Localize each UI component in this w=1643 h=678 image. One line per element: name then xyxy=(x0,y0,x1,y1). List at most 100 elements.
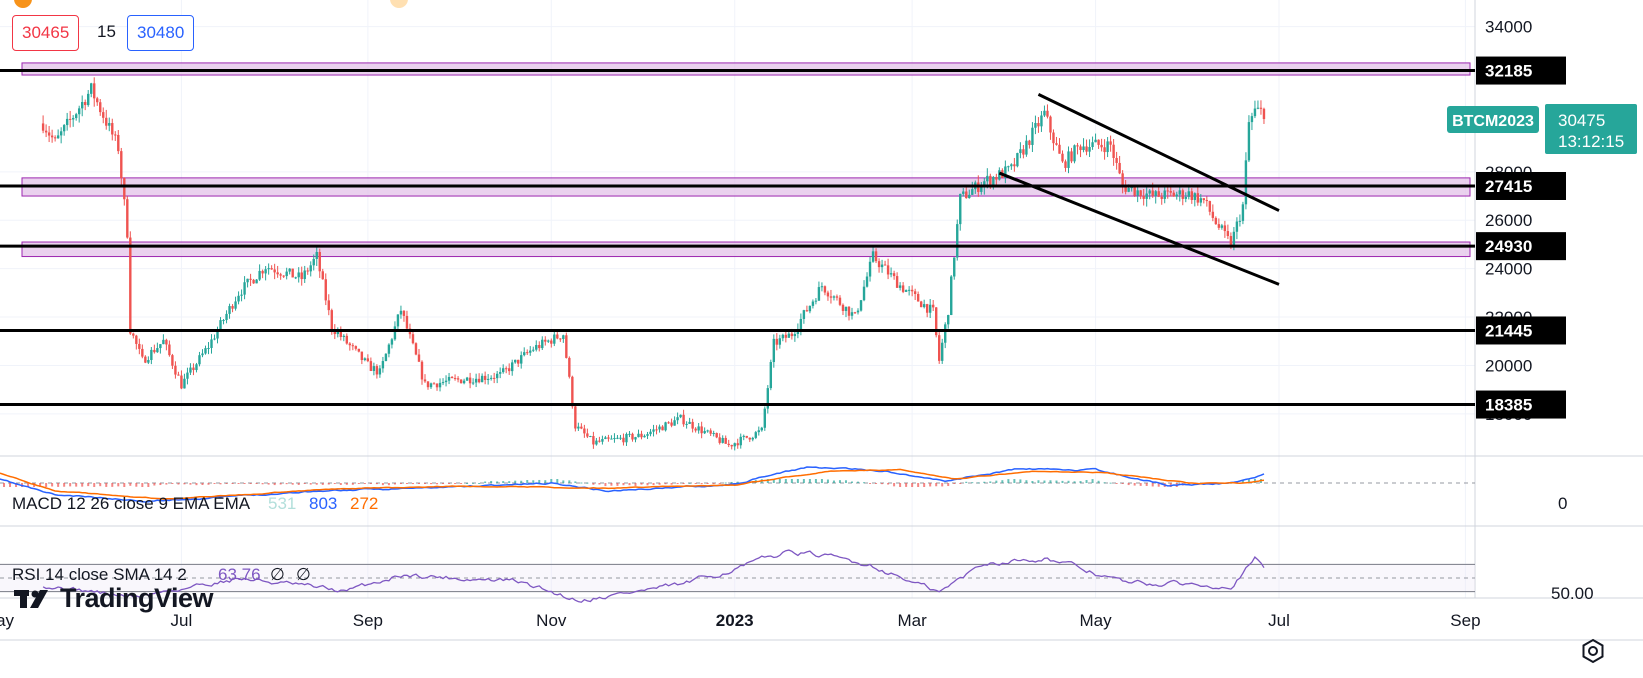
candle-body xyxy=(138,343,141,349)
macd-histogram-bar xyxy=(1085,480,1088,483)
level-tag xyxy=(1476,316,1566,345)
candle-body xyxy=(198,355,201,365)
candle-body xyxy=(1157,191,1160,197)
candle-body xyxy=(339,331,343,337)
macd-histogram-bar xyxy=(466,482,469,484)
candle-body xyxy=(47,132,51,136)
macd-histogram-bar xyxy=(538,479,541,483)
candle-body xyxy=(1046,110,1049,117)
candle-body xyxy=(1175,194,1178,197)
candle-body xyxy=(1031,127,1034,145)
candle-body xyxy=(144,356,147,363)
macd-histogram-bar xyxy=(442,483,445,484)
macd-histogram-bar xyxy=(63,483,66,487)
macd-histogram-bar xyxy=(1115,483,1118,484)
candle-body xyxy=(754,432,757,438)
candle-body xyxy=(724,437,727,444)
time-tick-label: May xyxy=(1080,611,1113,630)
candle-body xyxy=(1190,191,1193,200)
candle-body xyxy=(535,345,538,350)
candle-body xyxy=(947,315,950,325)
candle-body xyxy=(342,335,346,337)
trendlines[interactable] xyxy=(998,93,1280,286)
candle-body xyxy=(835,296,839,298)
candle-body xyxy=(255,279,258,284)
macd-histogram-bar xyxy=(460,483,463,484)
candle-body xyxy=(312,258,315,266)
candle-body xyxy=(706,430,709,432)
candle-body xyxy=(694,428,697,431)
candle-body xyxy=(913,291,917,294)
time-axis[interactable]: May Jul Sep Nov 2023 Mar May Jul Sep xyxy=(0,611,1481,630)
candle-body xyxy=(324,279,327,301)
rsi-label: RSI 14 close SMA 14 2 xyxy=(12,565,187,584)
candle-body xyxy=(1166,190,1169,192)
symbol-tag[interactable]: BTCM2023 xyxy=(1447,106,1539,133)
candlestick-series xyxy=(41,77,1266,451)
candle-body xyxy=(1070,151,1073,162)
macd-histogram-bar xyxy=(417,483,420,484)
candle-body xyxy=(1004,166,1007,178)
macd-histogram-bar xyxy=(995,480,998,483)
candle-body xyxy=(625,433,628,443)
candle-body xyxy=(1103,147,1106,153)
candle-body xyxy=(1163,190,1166,199)
buy-price-button[interactable]: 30480 xyxy=(127,15,195,51)
settings-icon[interactable] xyxy=(1580,638,1606,664)
candle-body xyxy=(622,437,625,443)
candle-body xyxy=(270,268,273,270)
candle-body xyxy=(141,348,144,357)
candle-body xyxy=(165,339,168,345)
macd-histogram-bar xyxy=(219,483,222,485)
candle-body xyxy=(1130,187,1133,189)
candle-body xyxy=(50,135,54,138)
candle-body xyxy=(808,305,812,312)
candle-body xyxy=(670,422,673,426)
candle-body xyxy=(357,348,361,352)
price-zone[interactable] xyxy=(21,241,1471,258)
sell-price-button[interactable]: 30465 xyxy=(12,15,80,51)
candle-body xyxy=(832,296,836,298)
candle-body xyxy=(186,372,189,379)
candle-body xyxy=(147,360,150,363)
macd-histogram-bar xyxy=(628,483,631,486)
macd-histogram-bar xyxy=(303,483,306,484)
candle-body xyxy=(330,310,333,330)
candle-body xyxy=(523,352,526,356)
macd-histogram-bar xyxy=(965,481,968,483)
candle-body xyxy=(901,285,905,292)
candle-body xyxy=(1142,196,1145,199)
tradingview-logo[interactable]: TradingView xyxy=(14,583,214,614)
candle-body xyxy=(643,435,646,438)
candle-body xyxy=(306,270,309,272)
macd-histogram-bar xyxy=(820,479,823,483)
trendline-upper[interactable] xyxy=(1037,93,1280,212)
candle-body xyxy=(586,433,589,437)
candle-body xyxy=(727,443,730,445)
candle-body xyxy=(799,318,803,330)
macd-histogram-bar xyxy=(983,481,986,483)
macd-histogram-bar xyxy=(213,483,216,484)
candle-body xyxy=(1160,196,1163,199)
macd-histogram-bar xyxy=(129,483,132,486)
price-zone[interactable] xyxy=(21,62,1471,76)
candle-body xyxy=(787,333,791,338)
trendline-lower[interactable] xyxy=(998,171,1280,286)
macd-histogram-bar xyxy=(357,483,360,485)
macd-histogram-bar xyxy=(869,483,872,484)
macd-histogram-bar xyxy=(826,479,829,483)
candle-body xyxy=(105,117,108,126)
horizontal-levels[interactable] xyxy=(0,69,1475,407)
price-axis[interactable]: 3400028000260002400022000200001800032185… xyxy=(1476,18,1566,424)
candle-body xyxy=(192,367,195,371)
macd-histogram-bar xyxy=(171,483,174,484)
candle-body xyxy=(760,427,763,431)
level-tag-label: 24930 xyxy=(1485,237,1532,256)
candle-body xyxy=(1112,144,1115,158)
level-tag xyxy=(1476,390,1566,419)
candle-body xyxy=(276,272,279,275)
macd-histogram-bar xyxy=(1061,480,1064,483)
candle-body xyxy=(65,118,69,126)
candle-body xyxy=(120,151,123,179)
